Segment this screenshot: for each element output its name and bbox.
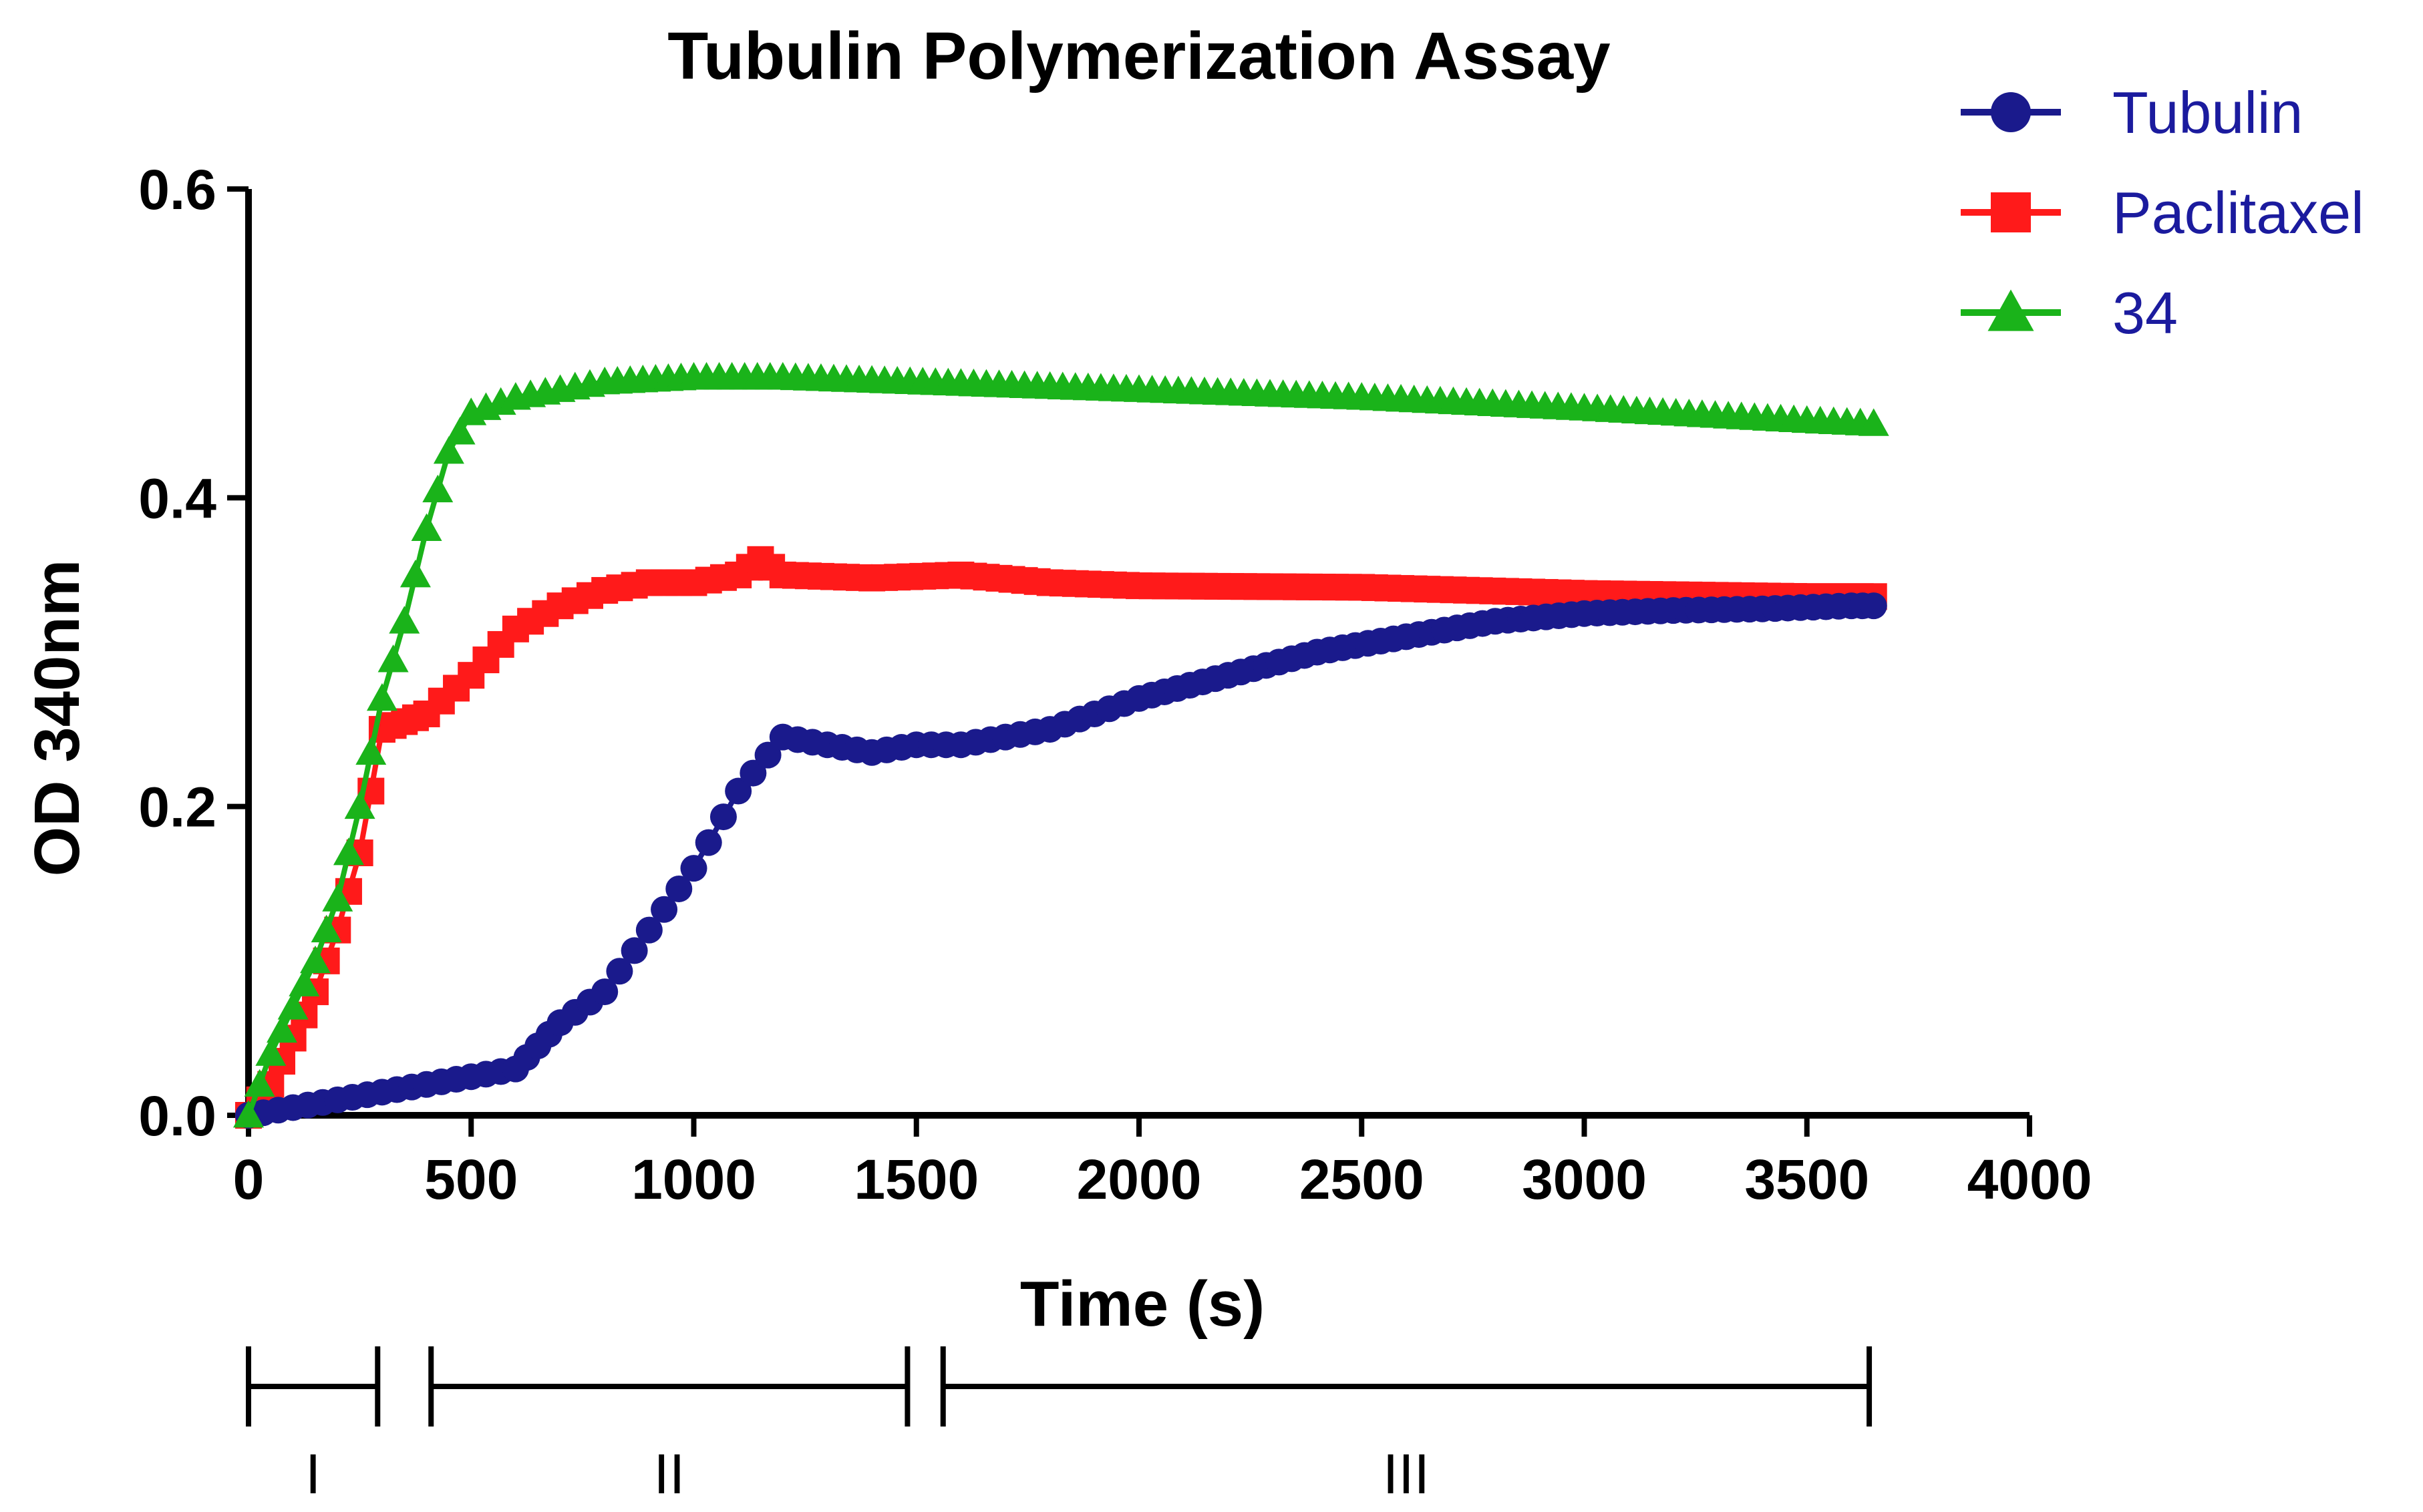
- axes: 0 500 1000 1500 2000 2500 3000 3500 4000 0.0 0.2 0.…: [138, 158, 2092, 1211]
- data-point: [355, 737, 387, 765]
- data-point: [665, 875, 693, 902]
- data-point: [740, 759, 767, 787]
- phase-label: I: [305, 1443, 321, 1505]
- data-point: [621, 937, 648, 964]
- legend-item-paclitaxel: Paclitaxel: [1961, 180, 2364, 246]
- series-line: [246, 375, 1874, 1117]
- data-point: [366, 683, 397, 711]
- series-34: [233, 362, 1889, 1128]
- data-point: [322, 884, 353, 912]
- x-tick-label: 3000: [1522, 1148, 1647, 1211]
- series-paclitaxel: [235, 546, 1887, 1129]
- data-point: [444, 417, 476, 445]
- phase-II: II: [428, 1346, 911, 1505]
- data-point: [244, 1069, 275, 1097]
- data-point: [411, 513, 442, 541]
- data-point: [377, 644, 409, 673]
- y-tick-label: 0.0: [138, 1085, 216, 1147]
- phase-III: III: [940, 1346, 1873, 1505]
- chart-title: Tubulin Polymerization Assay: [667, 19, 1611, 93]
- data-point: [422, 474, 454, 503]
- phase-label: II: [653, 1443, 685, 1505]
- y-axis-label: OD 340nm: [21, 560, 93, 877]
- data-point: [1858, 408, 1889, 436]
- phase-label: III: [1383, 1443, 1430, 1505]
- x-axis-label: Time (s): [1020, 1268, 1265, 1340]
- phase-I: I: [246, 1346, 381, 1505]
- x-tick-label: 3500: [1744, 1148, 1869, 1211]
- data-point: [680, 855, 707, 882]
- legend-label: Tubulin: [2112, 79, 2303, 146]
- legend-marker: [1991, 92, 2031, 132]
- data-point: [606, 958, 633, 985]
- data-point: [389, 606, 420, 634]
- y-tick-label: 0.4: [138, 467, 216, 530]
- data-point: [433, 435, 464, 464]
- data-point: [299, 945, 331, 974]
- series-line: [248, 603, 1874, 1118]
- data-point: [289, 968, 320, 996]
- data-point: [725, 777, 752, 805]
- y-tick-label: 0.6: [138, 158, 216, 221]
- data-point: [591, 978, 619, 1006]
- x-tick-label: 500: [424, 1148, 518, 1211]
- legend-item-tubulin: Tubulin: [1961, 79, 2303, 146]
- x-tick-label: 2000: [1077, 1148, 1202, 1211]
- phase-bar: I II III: [246, 1346, 1873, 1505]
- legend-label: 34: [2112, 280, 2178, 346]
- data-point: [1860, 592, 1887, 620]
- legend-label: Paclitaxel: [2112, 180, 2364, 246]
- data-point: [266, 1014, 297, 1043]
- data-point: [695, 829, 722, 856]
- data-point: [277, 992, 309, 1020]
- series-layer: [233, 362, 1889, 1129]
- x-tick-label: 4000: [1967, 1148, 2092, 1211]
- legend-marker: [1987, 289, 2034, 331]
- data-point: [709, 803, 737, 831]
- y-tick-label: 0.2: [138, 776, 216, 839]
- data-point: [344, 791, 375, 819]
- legend-item-34: 34: [1961, 280, 2178, 346]
- data-point: [651, 896, 678, 923]
- x-tick-label: 1000: [631, 1148, 756, 1211]
- data-point: [311, 914, 342, 942]
- legend: Tubulin Paclitaxel 34: [1961, 79, 2364, 346]
- data-point: [754, 741, 782, 769]
- data-point: [635, 916, 663, 944]
- data-point: [399, 559, 431, 588]
- x-tick-label: 1500: [854, 1148, 979, 1211]
- x-tick-label: 2500: [1299, 1148, 1424, 1211]
- legend-marker: [1991, 192, 2031, 232]
- x-tick-label: 0: [233, 1148, 265, 1211]
- data-point: [255, 1038, 287, 1066]
- data-point: [233, 1100, 264, 1128]
- data-point: [333, 837, 364, 866]
